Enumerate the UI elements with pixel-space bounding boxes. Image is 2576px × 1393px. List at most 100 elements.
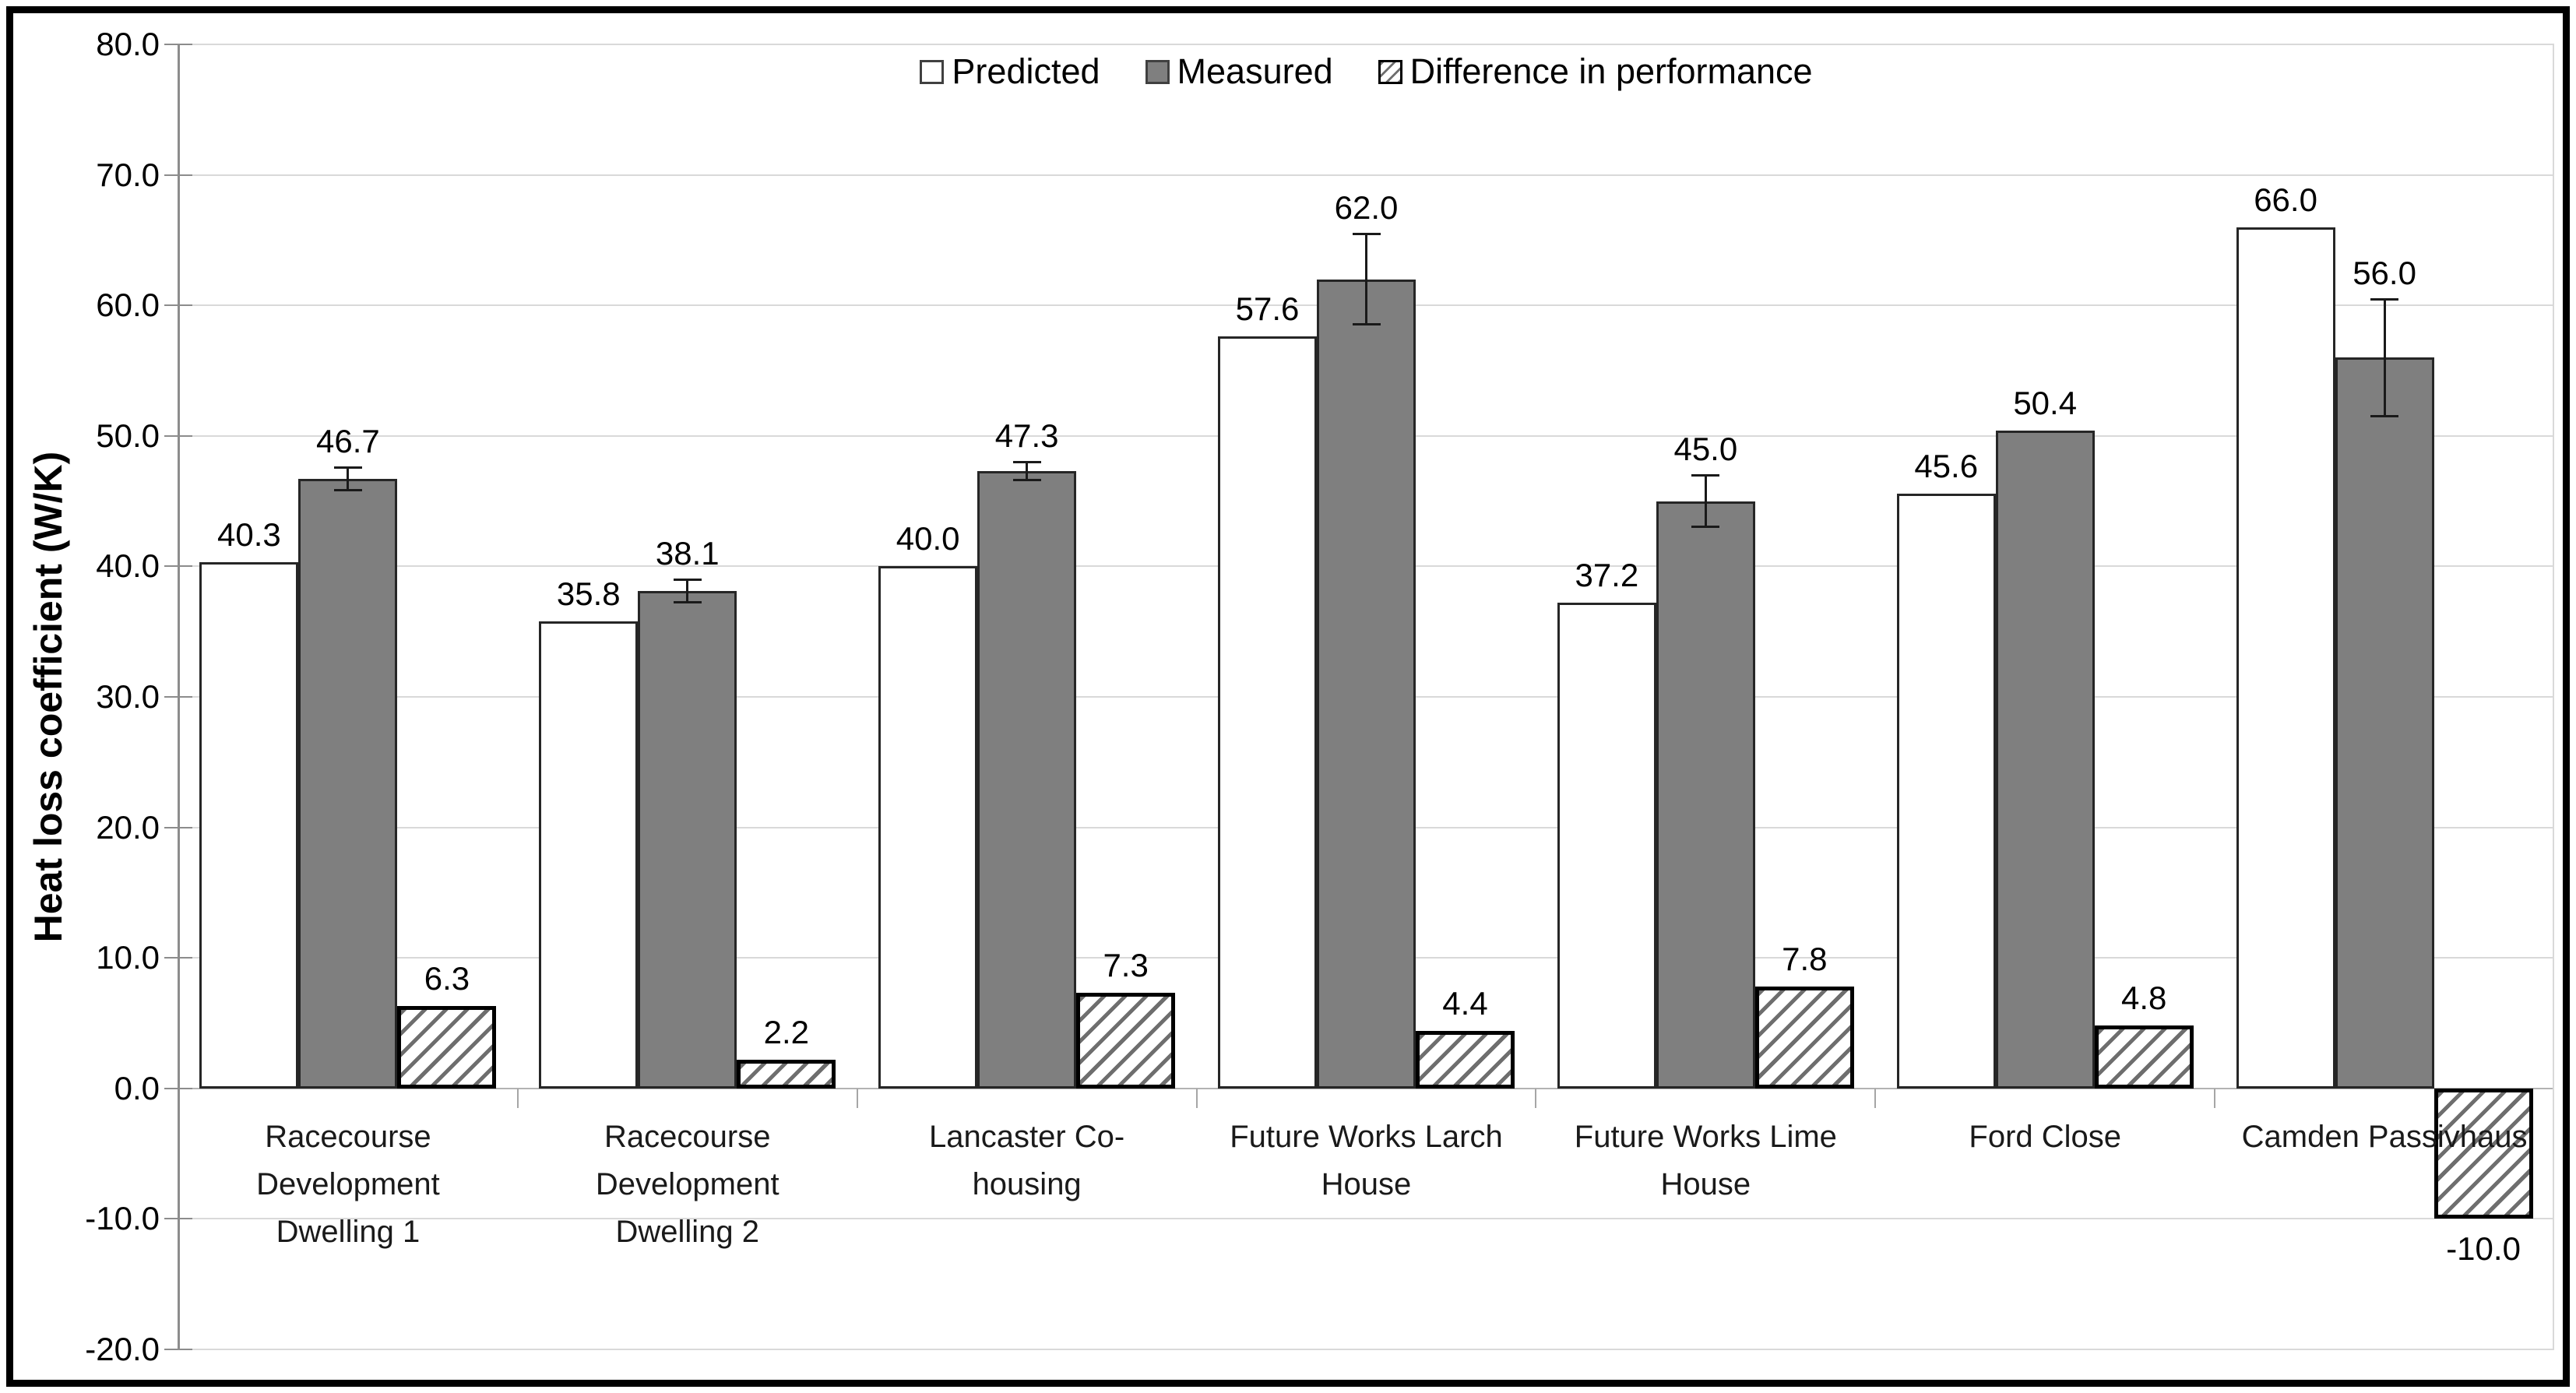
bar-predicted-6 <box>2236 227 2335 1089</box>
category-label-line: housing <box>972 1166 1082 1201</box>
error-bar-cap-top-0 <box>333 466 362 470</box>
legend-label-measured: Measured <box>1177 51 1333 91</box>
gridline-80 <box>178 44 2554 45</box>
category-label-line: House <box>1321 1166 1412 1201</box>
category-label-line: Racecourse <box>265 1119 431 1154</box>
category-label-2: Lancaster Co-housing <box>857 1113 1197 1208</box>
difference-swatch-icon <box>1378 59 1402 84</box>
x-axis-tick-2 <box>856 1088 858 1108</box>
y-axis-tick-label-0: 0.0 <box>114 1069 160 1106</box>
bar-measured-6 <box>2335 357 2434 1089</box>
data-label-measured-6: 56.0 <box>2353 254 2416 291</box>
error-bar-cap-top-4 <box>1691 474 1720 477</box>
data-label-measured-2: 47.3 <box>994 417 1059 455</box>
category-label-line: Development <box>595 1166 779 1201</box>
bar-difference-in-performance-5 <box>2094 1025 2194 1089</box>
bar-predicted-5 <box>1896 493 1996 1089</box>
bar-predicted-2 <box>878 566 978 1089</box>
error-bar-cap-bottom-3 <box>1352 323 1381 326</box>
data-label-predicted-5: 45.6 <box>1914 447 1979 484</box>
data-label-difference-in-performance-1: 2.2 <box>763 1013 809 1050</box>
error-bar-1 <box>686 579 689 603</box>
bar-measured-3 <box>1317 279 1416 1089</box>
legend-item-measured: Measured <box>1145 51 1333 92</box>
bar-difference-in-performance-0 <box>397 1006 497 1089</box>
error-bar-2 <box>1026 462 1029 480</box>
bar-measured-1 <box>638 591 737 1089</box>
error-bar-cap-bottom-6 <box>2370 414 2399 417</box>
category-label-line: Future Works Larch <box>1230 1119 1503 1154</box>
data-label-difference-in-performance-5: 4.8 <box>2121 980 2167 1017</box>
bar-measured-0 <box>298 479 398 1089</box>
category-label-6: Camden Passivhaus <box>2215 1113 2554 1161</box>
data-label-measured-5: 50.4 <box>2013 385 2078 422</box>
data-label-predicted-2: 40.0 <box>896 520 960 558</box>
y-axis-tick--20 <box>164 1349 192 1350</box>
y-axis-tick-label--10: -10.0 <box>85 1200 160 1237</box>
data-label-predicted-3: 57.6 <box>1235 290 1300 328</box>
category-label-line: Lancaster Co- <box>929 1119 1125 1154</box>
x-axis-tick-6 <box>2214 1088 2216 1108</box>
y-axis-tick-label-60: 60.0 <box>96 287 160 324</box>
data-label-predicted-0: 40.3 <box>217 516 281 554</box>
data-label-difference-in-performance-0: 6.3 <box>424 960 470 997</box>
bar-predicted-1 <box>539 621 639 1089</box>
bar-measured-5 <box>1995 431 2095 1089</box>
gridline-0 <box>178 1087 2554 1089</box>
data-label-difference-in-performance-6: -10.0 <box>2446 1230 2521 1268</box>
bar-predicted-0 <box>199 562 299 1089</box>
data-label-difference-in-performance-3: 4.4 <box>1442 985 1488 1022</box>
category-label-5: Ford Close <box>1875 1113 2215 1161</box>
y-axis-tick-label-20: 20.0 <box>96 808 160 846</box>
gridline--10 <box>178 1218 2554 1220</box>
error-bar-3 <box>1365 234 1367 325</box>
category-label-0: Racecourse Development Dwelling 1 <box>178 1113 518 1256</box>
gridline--20 <box>178 1349 2554 1350</box>
bar-difference-in-performance-6 <box>2433 1088 2533 1219</box>
y-axis-tick-label-40: 40.0 <box>96 547 160 585</box>
data-label-measured-4: 45.0 <box>1673 431 1738 468</box>
category-label-line: Racecourse <box>604 1119 771 1154</box>
error-bar-4 <box>1704 475 1707 528</box>
data-label-predicted-4: 37.2 <box>1575 557 1639 594</box>
bar-difference-in-performance-4 <box>1754 987 1854 1089</box>
y-axis-tick-label-80: 80.0 <box>96 26 160 62</box>
bar-measured-4 <box>1656 501 1755 1089</box>
legend-label-predicted: Predicted <box>952 51 1100 91</box>
category-label-line: Camden Passivhaus <box>2241 1119 2528 1154</box>
y-axis-tick-label-10: 10.0 <box>96 939 160 976</box>
bar-measured-2 <box>977 471 1077 1089</box>
predicted-swatch-icon <box>920 59 945 84</box>
y-axis-tick-label--20: -20.0 <box>85 1331 160 1367</box>
x-axis-tick-1 <box>516 1088 519 1108</box>
legend: Predicted Measured Difference in perform… <box>178 51 2554 92</box>
x-axis-tick-4 <box>1535 1088 1537 1108</box>
error-bar-cap-bottom-1 <box>673 601 702 604</box>
data-label-measured-0: 46.7 <box>316 423 380 460</box>
category-label-3: Future Works Larch House <box>1197 1113 1536 1208</box>
bar-predicted-3 <box>1218 336 1317 1089</box>
error-bar-cap-top-1 <box>673 579 702 582</box>
category-label-4: Future Works Lime House <box>1536 1113 1875 1208</box>
measured-swatch-icon <box>1145 59 1170 84</box>
category-label-line: Future Works Lime <box>1574 1119 1837 1154</box>
legend-label-difference: Difference in performance <box>1409 51 1813 91</box>
bar-difference-in-performance-2 <box>1076 993 1176 1089</box>
category-label-1: Racecourse Development Dwelling 2 <box>518 1113 857 1256</box>
y-axis-tick-label-70: 70.0 <box>96 156 160 193</box>
x-axis-tick-5 <box>1874 1088 1877 1108</box>
category-label-line: Dwelling 2 <box>615 1214 760 1249</box>
error-bar-cap-top-2 <box>1012 461 1041 464</box>
data-label-measured-3: 62.0 <box>1334 189 1399 227</box>
y-axis-tick-label-30: 30.0 <box>96 678 160 715</box>
gridline-70 <box>178 174 2554 176</box>
legend-item-difference: Difference in performance <box>1378 51 1813 92</box>
error-bar-6 <box>2383 298 2386 417</box>
data-label-predicted-6: 66.0 <box>2254 181 2317 218</box>
data-label-measured-1: 38.1 <box>655 535 720 572</box>
category-label-line: Ford Close <box>1969 1119 2122 1154</box>
error-bar-cap-top-3 <box>1352 233 1381 236</box>
data-label-difference-in-performance-2: 7.3 <box>1103 947 1149 984</box>
category-label-line: House <box>1660 1166 1751 1201</box>
